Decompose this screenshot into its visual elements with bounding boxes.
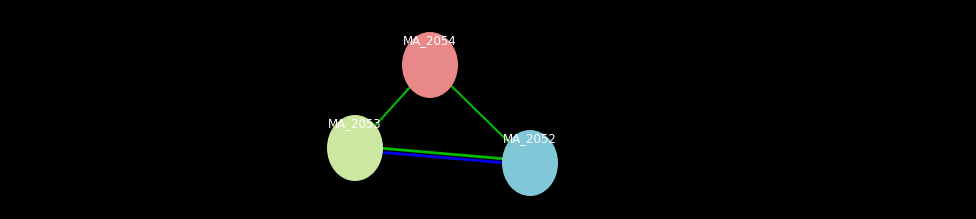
Text: MA_2054: MA_2054 [403, 34, 457, 47]
Text: MA_2053: MA_2053 [328, 117, 382, 130]
Ellipse shape [402, 32, 458, 98]
Ellipse shape [502, 130, 558, 196]
Ellipse shape [327, 115, 383, 181]
Text: MA_2052: MA_2052 [503, 132, 557, 145]
